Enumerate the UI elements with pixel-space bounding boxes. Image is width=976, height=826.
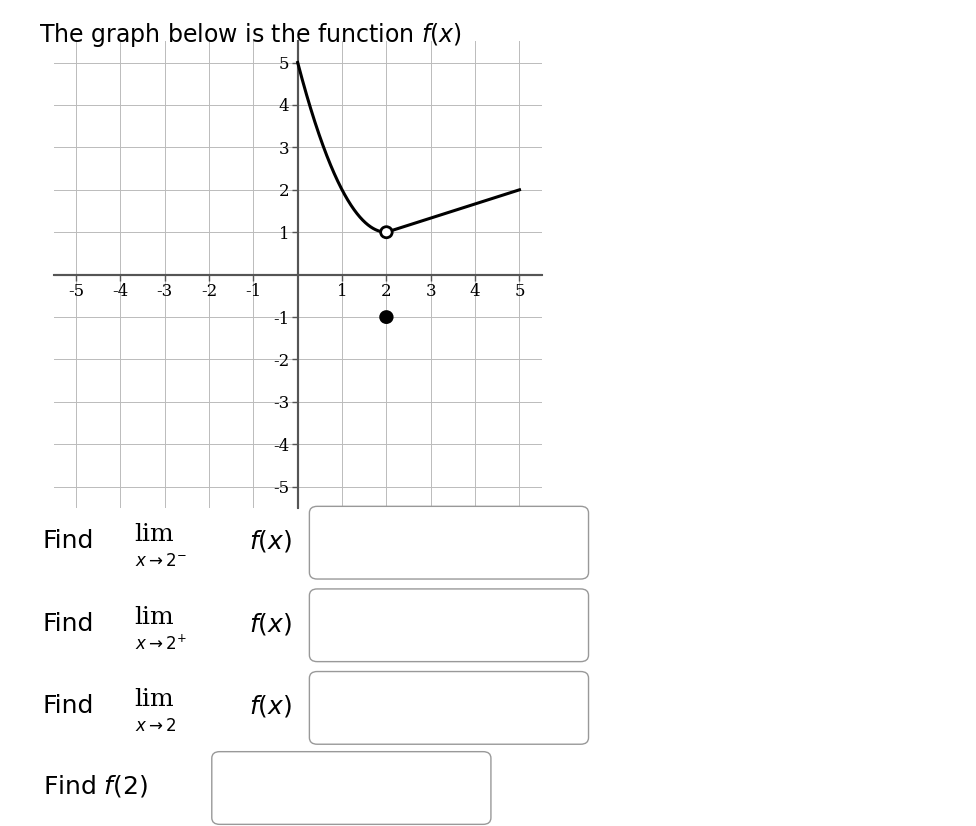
Text: lim: lim: [135, 605, 175, 629]
Text: $f(x)$: $f(x)$: [249, 528, 292, 554]
Text: lim: lim: [135, 523, 175, 546]
Text: lim: lim: [135, 688, 175, 711]
Text: $f(x)$: $f(x)$: [249, 693, 292, 719]
Text: Find: Find: [43, 694, 95, 719]
Text: $f(x)$: $f(x)$: [249, 610, 292, 637]
Text: Find $f(2)$: Find $f(2)$: [43, 773, 148, 800]
Circle shape: [381, 226, 392, 238]
Text: $x \rightarrow 2^{+}$: $x \rightarrow 2^{+}$: [135, 634, 186, 654]
Text: The graph below is the function $f(x)$: The graph below is the function $f(x)$: [39, 21, 462, 49]
Text: Find: Find: [43, 611, 95, 636]
Text: Find: Find: [43, 529, 95, 553]
Text: $x \rightarrow 2^{-}$: $x \rightarrow 2^{-}$: [135, 553, 186, 570]
Circle shape: [381, 311, 392, 323]
Text: $x \rightarrow 2$: $x \rightarrow 2$: [135, 719, 177, 735]
